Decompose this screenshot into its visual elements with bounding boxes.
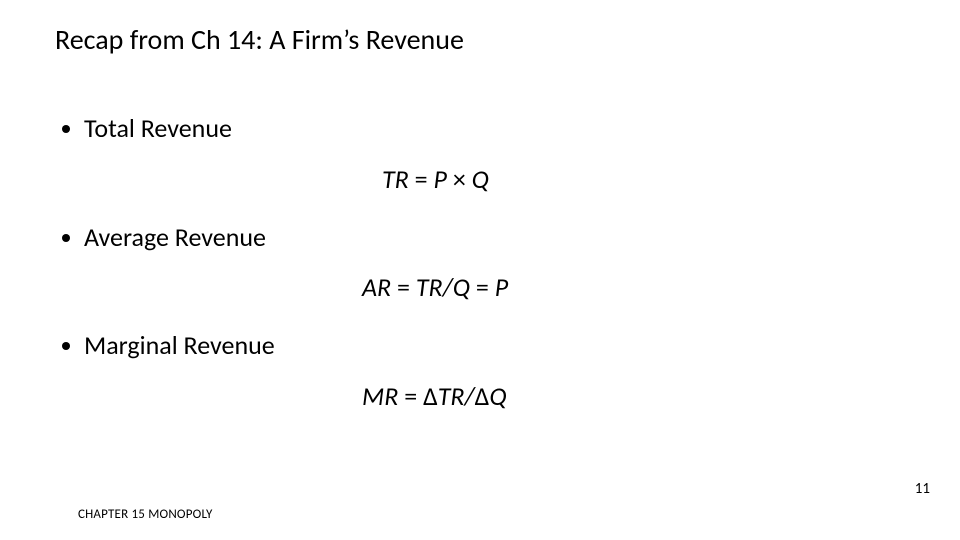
equals-sign: = bbox=[391, 271, 416, 303]
delta-symbol: Δ bbox=[475, 380, 490, 412]
formula-lhs: AR bbox=[362, 271, 391, 303]
equals-sign: = bbox=[470, 271, 495, 303]
page-number: 11 bbox=[915, 480, 930, 498]
delta-symbol: Δ bbox=[423, 380, 438, 412]
bullet-label: Average Revenue bbox=[84, 221, 266, 254]
bullet-item: Average Revenue bbox=[62, 221, 882, 254]
formula-lhs: MR bbox=[362, 380, 398, 412]
bullet-label: Marginal Revenue bbox=[84, 329, 275, 362]
times-sign: × bbox=[447, 163, 472, 195]
formula-tr: TR = P × Q bbox=[382, 163, 882, 195]
equals-sign: = bbox=[398, 380, 423, 412]
formula-q: Q bbox=[489, 380, 506, 412]
bullet-list: Total Revenue TR = P × Q Average Revenue… bbox=[62, 112, 882, 438]
slide-title: Recap from Ch 14: A Firm’s Revenue bbox=[55, 22, 464, 57]
bullet-item: Marginal Revenue bbox=[62, 329, 882, 362]
equals-sign: = bbox=[409, 163, 434, 195]
formula-mr: MR = ΔTR/ΔQ bbox=[362, 380, 882, 412]
formula-ar: AR = TR/Q = P bbox=[362, 271, 882, 303]
footer-text: CHAPTER 15 MONOPOLY bbox=[78, 507, 213, 522]
bullet-dot-icon bbox=[62, 125, 70, 133]
bullet-label: Total Revenue bbox=[84, 112, 232, 145]
bullet-item: Total Revenue bbox=[62, 112, 882, 145]
formula-lhs: TR bbox=[382, 163, 409, 195]
formula-tr: TR/ bbox=[438, 380, 475, 412]
formula-p: P bbox=[434, 163, 447, 195]
formula-q: Q bbox=[472, 163, 489, 195]
slide: Recap from Ch 14: A Firm’s Revenue Total… bbox=[0, 0, 960, 540]
bullet-dot-icon bbox=[62, 342, 70, 350]
formula-mid: TR/Q bbox=[416, 271, 470, 303]
formula-rhs: P bbox=[495, 271, 508, 303]
bullet-dot-icon bbox=[62, 234, 70, 242]
